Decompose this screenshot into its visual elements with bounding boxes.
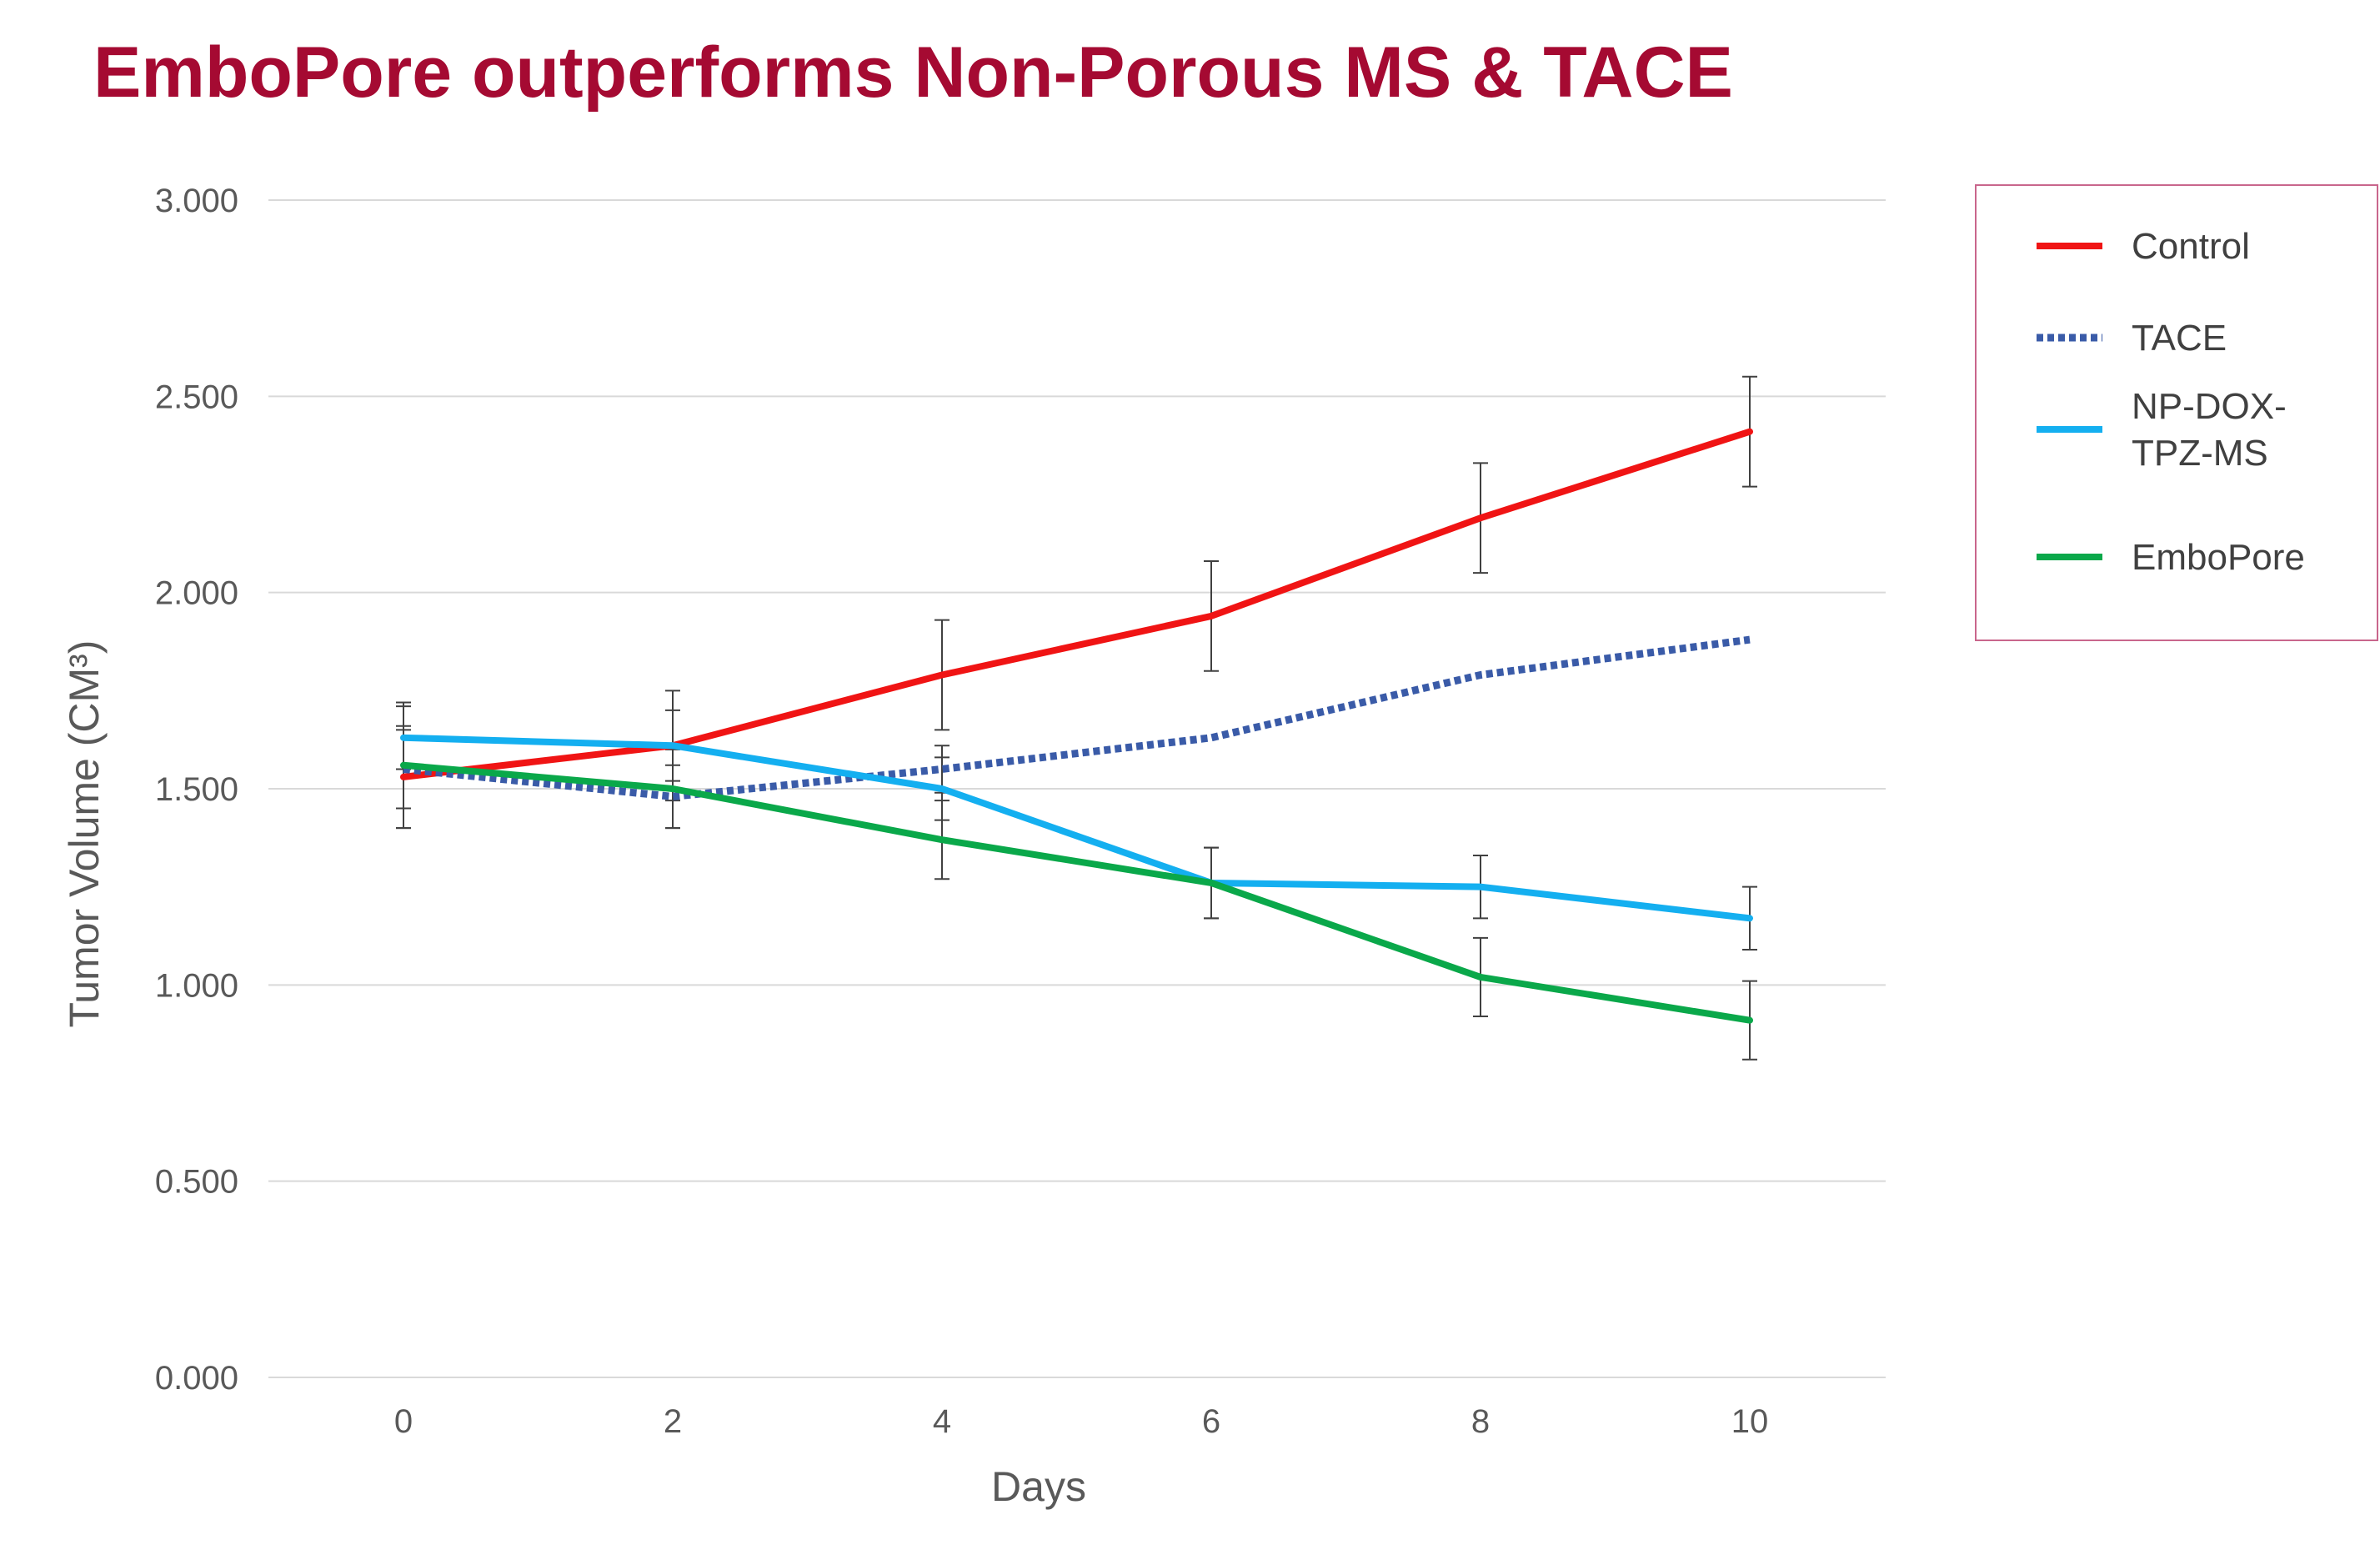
series-line-tace — [403, 635, 1751, 800]
x-tick-label: 4 — [933, 1403, 951, 1440]
chart-title: EmboPore outperforms Non-Porous MS & TAC… — [93, 33, 1733, 113]
y-axis-tick-labels: 0.000 0.500 1.000 1.500 2.000 2.500 3.000 — [155, 183, 238, 1397]
series-line-np-dox-tpz-ms — [400, 734, 1753, 922]
y-axis-title: Tumor Volume (CM³) — [61, 640, 108, 1028]
legend-item-control: Control — [2037, 226, 2250, 267]
y-tick-label: 3.000 — [155, 183, 238, 219]
x-axis-tick-labels: 0 2 4 6 8 10 — [394, 1403, 1768, 1440]
legend-item-np-dox-tpz-ms: NP-DOX- TPZ-MS — [2037, 386, 2287, 474]
x-tick-label: 0 — [394, 1403, 413, 1440]
legend-label: TACE — [2132, 318, 2227, 359]
x-tick-label: 8 — [1471, 1403, 1490, 1440]
legend: Control TACE NP-DOX- TPZ-MS EmboPore — [1975, 184, 2378, 641]
legend-label: Control — [2132, 226, 2250, 267]
x-tick-label: 2 — [664, 1403, 682, 1440]
y-tick-label: 2.500 — [155, 379, 238, 415]
gridlines — [268, 199, 1886, 1378]
series-lines — [400, 428, 1753, 1024]
x-tick-label: 10 — [1731, 1403, 1769, 1440]
legend-label: EmboPore — [2132, 537, 2305, 578]
series-line-embopore — [400, 761, 1753, 1024]
x-tick-label: 6 — [1202, 1403, 1220, 1440]
y-tick-label: 0.000 — [155, 1360, 238, 1397]
series-line-control — [400, 428, 1753, 780]
y-tick-label: 1.000 — [155, 967, 238, 1004]
legend-item-embopore: EmboPore — [2037, 537, 2305, 578]
y-tick-label: 1.500 — [155, 771, 238, 808]
legend-box — [1975, 184, 2378, 641]
legend-label: TPZ-MS — [2132, 433, 2268, 474]
legend-item-tace: TACE — [2037, 318, 2227, 359]
x-axis-title: Days — [991, 1463, 1086, 1510]
error-bars — [396, 375, 1757, 1061]
y-tick-label: 0.500 — [155, 1164, 238, 1201]
y-tick-label: 2.000 — [155, 575, 238, 612]
legend-label: NP-DOX- — [2132, 386, 2287, 427]
